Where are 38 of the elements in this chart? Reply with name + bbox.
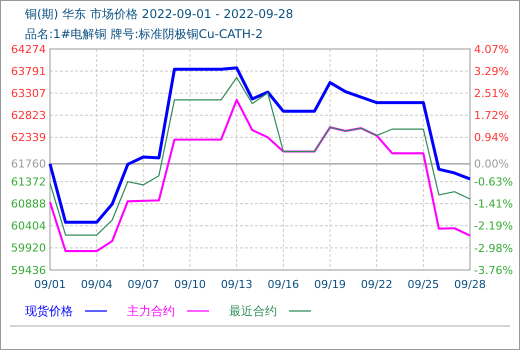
line-series — [48, 98, 472, 252]
y-tick-label: 60404 — [11, 220, 46, 233]
x-tick-label: 09/13 — [220, 278, 253, 291]
y-tick-label: 61372 — [11, 175, 46, 188]
x-tick-label: 09/16 — [267, 278, 300, 291]
y2-tick-label: 1.72% — [474, 109, 509, 122]
y2-tick-label: 0.00% — [474, 158, 509, 171]
legend-label: 最近合约 — [229, 304, 277, 318]
y2-tick-label: 4.07% — [474, 42, 509, 56]
chart-title: 铜(期) 华东 市场价格 2022-09-01 - 2022-09-28 — [24, 7, 294, 21]
y2-tick-label: -1.41% — [474, 198, 513, 211]
y-tick-label: 59436 — [11, 264, 46, 277]
y2-tick-label: 0.94% — [474, 131, 509, 144]
y2-tick-label: -2.19% — [474, 220, 513, 233]
x-tick-label: 09/25 — [407, 278, 440, 291]
y-tick-label: 62823 — [11, 109, 46, 122]
y2-tick-label: 2.51% — [474, 86, 509, 100]
y-tick-label: 63791 — [11, 64, 46, 78]
legend-label: 现货价格 — [25, 304, 73, 318]
chart-subtitle: 品名:1#电解铜 牌号:标准阴极铜Cu-CATH-2 — [25, 27, 263, 41]
x-tick-label: 09/07 — [127, 278, 160, 291]
y-tick-label: 64274 — [11, 42, 46, 56]
y2-tick-label: -3.76% — [474, 264, 513, 277]
y2-tick-label: -0.63% — [474, 176, 513, 189]
y-tick-label: 63307 — [11, 87, 46, 100]
y-tick-label: 59920 — [11, 242, 46, 255]
x-tick-label: 09/10 — [174, 278, 206, 291]
x-tick-label: 09/04 — [80, 278, 113, 291]
x-tick-label: 09/28 — [454, 278, 486, 291]
legend-label: 主力合约 — [127, 304, 175, 318]
y2-tick-label: -2.98% — [474, 242, 513, 255]
y2-tick-label: 3.29% — [474, 64, 509, 78]
x-tick-label: 09/19 — [314, 278, 346, 291]
x-tick-label: 09/22 — [360, 278, 393, 291]
x-tick-label: 09/01 — [34, 278, 66, 291]
y-tick-label: 61760 — [11, 158, 46, 171]
y-tick-label: 60888 — [11, 198, 46, 211]
y-tick-label: 62339 — [11, 131, 46, 144]
